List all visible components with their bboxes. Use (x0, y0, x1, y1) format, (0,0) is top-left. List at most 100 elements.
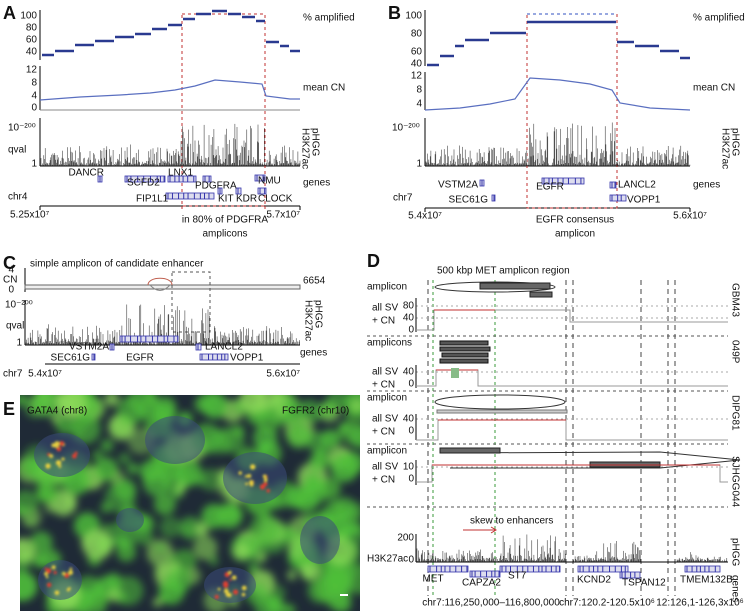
probe-dot (58, 464, 62, 468)
gene-label: VOPP1 (230, 353, 264, 364)
track-label: pHGG (729, 538, 740, 567)
fish-signal (249, 514, 281, 546)
track-label: % amplified (693, 13, 745, 24)
amplicon-label: amplicons (367, 338, 412, 349)
tick-label: 10⁻²⁰⁰ (392, 123, 420, 134)
amplicon-label: amplicon (367, 446, 407, 457)
fish-signal (153, 493, 176, 516)
sv-label: + CN (372, 475, 395, 486)
fish-signal (155, 543, 166, 553)
probe-dot (244, 474, 248, 478)
gene-label: KCND2 (577, 575, 611, 586)
fish-signal (146, 539, 174, 567)
tick-label: 0 (408, 379, 414, 390)
gene-box (119, 335, 179, 343)
gene-label: CAPZA2 (462, 578, 501, 589)
track-label: H3K27ac (299, 128, 310, 169)
gene-box (167, 175, 197, 183)
tick-label: 100 (405, 11, 422, 22)
sample-name: 049P (729, 340, 740, 364)
probe-dot (229, 578, 232, 581)
peak-track (425, 122, 691, 166)
gene-box (257, 187, 267, 195)
probe-dot (231, 575, 237, 580)
probe-dot (45, 568, 52, 574)
fish-signal (287, 570, 297, 580)
fish-signal (281, 400, 306, 426)
probe-dot (225, 592, 231, 597)
fish-signal (326, 395, 348, 411)
gene-label: SCFD2 (127, 178, 160, 189)
nucleus (300, 516, 340, 564)
fish-signal (85, 586, 109, 610)
tick-label: 5.6x10⁷ (673, 211, 707, 222)
fish-signal (330, 453, 359, 483)
track-label: mean CN (303, 83, 345, 94)
fish-signal (60, 396, 77, 413)
track-label: pHGG (312, 300, 323, 329)
probe-dot (238, 471, 242, 475)
peak-track (572, 541, 642, 562)
cn-track (39, 79, 300, 101)
fish-signal (20, 395, 28, 406)
track-label: genes (303, 178, 330, 189)
tick-label: 100 (20, 11, 37, 22)
probe-label: FGFR2 (chr10) (282, 406, 349, 417)
amplicon-label: amplicon (367, 282, 407, 293)
track-label: H3K27ac (302, 300, 313, 341)
tick-label: 10⁻²⁰⁰ (5, 300, 33, 311)
fish-signal (74, 429, 83, 439)
fish-signal (201, 503, 227, 529)
tick-label: 10 (403, 462, 415, 473)
peak-track (416, 534, 566, 562)
fish-signal (307, 577, 333, 604)
fish-signal (20, 537, 36, 564)
probe-dot (262, 474, 267, 479)
fish-signal (44, 502, 56, 513)
fish-signal (232, 424, 245, 438)
gene-box (469, 570, 501, 578)
tick-label: 5.4x10⁷ (408, 211, 442, 222)
tick-label: 4 (416, 99, 422, 110)
probe-dot (245, 482, 248, 486)
fish-signal (29, 531, 53, 554)
probe-dot (249, 480, 254, 485)
fish-signal (20, 457, 40, 478)
gene-label: KDR (236, 194, 257, 205)
fish-signal (152, 597, 163, 608)
fish-signal (104, 395, 120, 407)
gene-label: SEC61G (449, 195, 489, 206)
fish-signal (100, 439, 114, 452)
tick-label: 60 (26, 35, 38, 46)
probe-dot (266, 489, 270, 493)
fish-signal (286, 423, 312, 449)
peak-track (674, 552, 728, 562)
tick-label: 0 (408, 325, 414, 336)
fish-signal (193, 396, 210, 413)
probe-dot (223, 588, 229, 594)
fish-signal (300, 561, 320, 581)
tick-label: 1 (31, 159, 37, 170)
fish-signal (82, 529, 113, 560)
gene-box (202, 175, 212, 183)
fish-signal (93, 457, 118, 482)
fish-signal (328, 571, 353, 596)
fish-signal (184, 525, 193, 534)
probe-dot (250, 464, 256, 470)
fish-signal (102, 523, 112, 533)
chromosome-label: chr4 (8, 192, 28, 203)
track-label: mean CN (693, 83, 735, 94)
tick-label: 5.7x10⁷ (266, 210, 300, 221)
fish-signal (159, 516, 182, 539)
probe-dot (55, 460, 62, 466)
probe-dot (68, 587, 71, 590)
tick-label: 5.6x10⁷ (266, 369, 300, 380)
annotation: in 80% of PDGFRA (182, 215, 268, 226)
gene-box (165, 192, 215, 200)
panel-label: C (3, 253, 16, 273)
fish-signal (115, 590, 128, 604)
probe-dot (263, 481, 268, 487)
tick-label: 0 (408, 426, 414, 437)
nucleus (145, 416, 205, 464)
